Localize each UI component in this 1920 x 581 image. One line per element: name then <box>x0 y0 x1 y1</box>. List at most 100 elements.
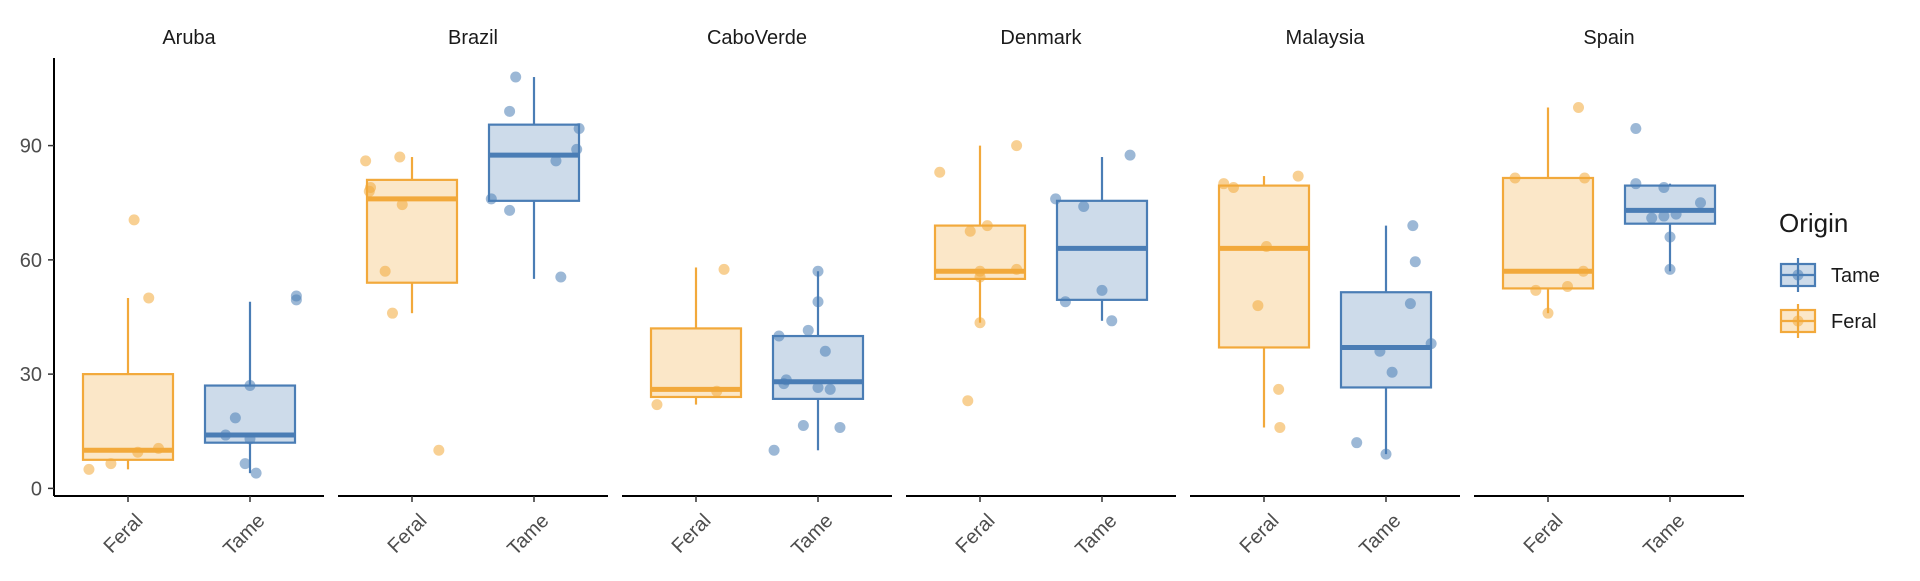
data-point-caboverde-tame <box>797 420 809 432</box>
data-point-malaysia-feral <box>1274 421 1286 433</box>
x-tick-label: Feral <box>384 510 432 558</box>
y-tick-label: 30 <box>20 364 42 386</box>
data-point-denmark-feral <box>964 225 976 237</box>
data-point-brazil-tame <box>573 122 585 134</box>
legend-key-point <box>1792 315 1804 327</box>
data-point-spain-tame <box>1670 208 1682 220</box>
x-tick-label: Feral <box>1520 510 1568 558</box>
legend-key-point <box>1792 269 1804 281</box>
data-point-aruba-tame <box>250 467 262 479</box>
data-point-aruba-feral <box>143 292 155 304</box>
x-tick-label: Tame <box>503 510 553 560</box>
data-point-caboverde-tame <box>819 345 831 357</box>
data-point-brazil-feral <box>365 181 377 193</box>
data-point-brazil-tame <box>504 105 516 117</box>
data-point-aruba-tame <box>290 290 302 302</box>
data-point-malaysia-tame <box>1409 256 1421 268</box>
axes-layer: 0 30 60 90 Feral Tame Feral Tame Feral Tame Feral T… <box>20 58 1744 560</box>
x-tick-label: Feral <box>100 510 148 558</box>
data-point-spain-feral <box>1577 265 1589 277</box>
x-tick-label: Tame <box>1355 510 1405 560</box>
facet-title-brazil: Brazil <box>448 27 498 49</box>
data-point-malaysia-tame <box>1351 437 1363 449</box>
data-point-brazil-tame <box>504 204 516 216</box>
data-point-denmark-feral <box>981 220 993 232</box>
data-point-spain-feral <box>1530 284 1542 296</box>
data-point-denmark-tame <box>1059 296 1071 308</box>
data-point-brazil-feral <box>433 444 445 456</box>
legend-title: Origin <box>1779 208 1848 238</box>
point-layer <box>83 71 1706 479</box>
data-point-malaysia-tame <box>1386 366 1398 378</box>
data-point-aruba-tame <box>244 380 256 392</box>
x-tick-label: Tame <box>1639 510 1689 560</box>
data-point-aruba-feral <box>132 446 144 458</box>
data-point-spain-tame <box>1664 263 1676 275</box>
data-point-aruba-feral <box>105 458 117 470</box>
data-point-spain-feral <box>1542 307 1554 319</box>
x-tick-label: Tame <box>219 510 269 560</box>
facet-title-denmark: Denmark <box>1000 27 1082 49</box>
facet-title-malaysia: Malaysia <box>1286 27 1366 49</box>
data-point-denmark-feral <box>962 395 974 407</box>
data-point-caboverde-feral <box>651 399 663 411</box>
data-point-caboverde-tame <box>834 421 846 433</box>
data-point-malaysia-feral <box>1292 170 1304 182</box>
x-tick-label: Feral <box>1236 510 1284 558</box>
data-point-caboverde-feral <box>718 263 730 275</box>
data-point-caboverde-tame <box>802 324 814 336</box>
data-point-malaysia-tame <box>1425 338 1437 350</box>
data-point-caboverde-tame <box>773 330 785 342</box>
data-point-malaysia-feral <box>1273 383 1285 395</box>
data-point-malaysia-tame <box>1374 345 1386 357</box>
data-point-brazil-tame <box>555 271 567 283</box>
box-aruba-feral <box>81 373 175 461</box>
x-tick-label: Feral <box>668 510 716 558</box>
data-point-denmark-feral <box>974 271 986 283</box>
data-point-denmark-tame <box>1096 284 1108 296</box>
data-point-brazil-feral <box>360 155 372 167</box>
data-point-brazil-tame <box>510 71 522 83</box>
data-point-caboverde-tame <box>824 383 836 395</box>
data-point-denmark-tame <box>1078 201 1090 213</box>
data-point-spain-feral <box>1579 172 1591 184</box>
box-caboverde-feral <box>649 327 743 399</box>
facet-title-aruba: Aruba <box>162 27 216 49</box>
data-point-aruba-tame <box>244 433 256 445</box>
y-tick-label: 60 <box>20 250 42 272</box>
x-tick-label: Tame <box>787 510 837 560</box>
box-layer <box>81 77 1717 474</box>
facet-title-spain: Spain <box>1583 27 1634 49</box>
legend-label-feral: Feral <box>1831 311 1877 333</box>
data-point-denmark-feral <box>1011 140 1023 152</box>
y-tick-label: 0 <box>31 478 42 500</box>
data-point-caboverde-tame <box>812 381 824 393</box>
data-point-spain-tame <box>1646 212 1658 224</box>
data-point-brazil-tame <box>571 143 583 155</box>
data-point-caboverde-tame <box>780 374 792 386</box>
data-point-denmark-tame <box>1050 193 1062 205</box>
data-point-spain-feral <box>1573 102 1584 114</box>
box-brazil-tame <box>487 123 581 202</box>
data-point-malaysia-tame <box>1407 220 1419 232</box>
legend-label-tame: Tame <box>1831 265 1880 287</box>
data-point-aruba-feral <box>153 442 164 454</box>
data-point-denmark-feral <box>934 166 946 178</box>
data-point-aruba-tame <box>239 458 251 470</box>
data-point-malaysia-feral <box>1252 300 1264 312</box>
data-point-spain-feral <box>1562 281 1574 293</box>
y-tick-label: 90 <box>20 136 42 158</box>
data-point-brazil-tame <box>550 155 562 167</box>
data-point-spain-feral <box>1509 172 1521 184</box>
data-point-brazil-feral <box>386 307 398 319</box>
data-point-denmark-tame <box>1106 315 1118 327</box>
data-point-denmark-tame <box>1124 149 1136 161</box>
data-point-brazil-feral <box>379 265 391 277</box>
data-point-caboverde-tame <box>812 296 824 308</box>
data-point-denmark-feral <box>1011 263 1023 275</box>
data-point-aruba-feral <box>128 214 140 226</box>
data-point-malaysia-feral <box>1228 181 1239 193</box>
data-point-malaysia-tame <box>1380 448 1392 460</box>
